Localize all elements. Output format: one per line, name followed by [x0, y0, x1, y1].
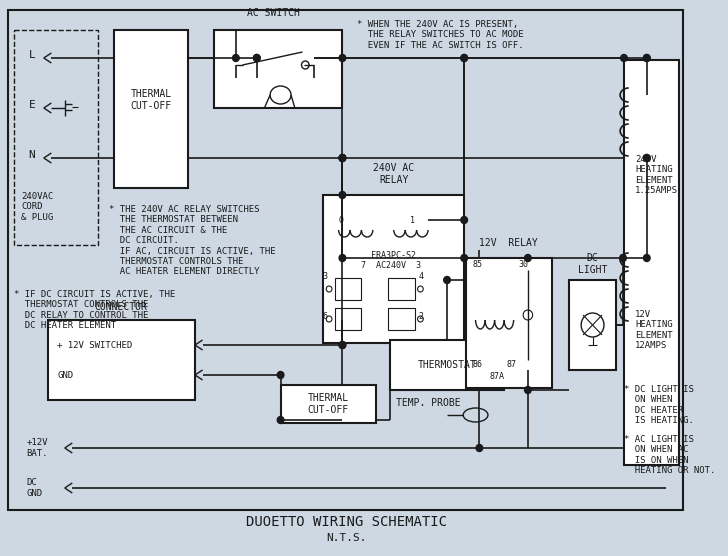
Text: 6: 6	[323, 312, 327, 321]
Circle shape	[339, 341, 346, 349]
Text: 86: 86	[472, 360, 483, 369]
Text: E: E	[28, 100, 35, 110]
Text: 3: 3	[323, 272, 327, 281]
Circle shape	[644, 255, 650, 261]
Text: * DC LIGHT IS
  ON WHEN
  DC HEATER
  IS HEATING.: * DC LIGHT IS ON WHEN DC HEATER IS HEATI…	[624, 385, 694, 425]
Text: DC
GND: DC GND	[27, 478, 43, 498]
Circle shape	[277, 416, 284, 424]
Bar	[7, 10, 683, 510]
Text: + 12V SWITCHED: + 12V SWITCHED	[57, 340, 132, 350]
Bar	[624, 60, 679, 465]
Bar	[323, 195, 464, 343]
Text: 87A: 87A	[490, 372, 505, 381]
Text: 240V
HEATING
ELEMENT
1.25AMPS: 240V HEATING ELEMENT 1.25AMPS	[636, 155, 678, 195]
Circle shape	[644, 54, 650, 62]
Circle shape	[277, 371, 284, 379]
Text: 0: 0	[338, 216, 343, 225]
Bar	[280, 385, 376, 423]
Circle shape	[461, 255, 467, 261]
Text: FRA3PC-S2: FRA3PC-S2	[371, 251, 416, 260]
Bar	[466, 258, 552, 388]
Text: 87: 87	[507, 360, 517, 369]
Text: 2: 2	[419, 312, 424, 321]
Bar	[390, 340, 504, 390]
Circle shape	[339, 54, 346, 62]
Text: 4: 4	[419, 272, 424, 281]
Text: * THE 240V AC RELAY SWITCHES
  THE THERMOSTAT BETWEEN
  THE AC CIRCUIT & THE
  D: * THE 240V AC RELAY SWITCHES THE THERMOS…	[109, 205, 276, 276]
Circle shape	[339, 155, 346, 161]
Text: DUOETTO WIRING SCHEMATIC: DUOETTO WIRING SCHEMATIC	[246, 515, 447, 529]
Text: L: L	[28, 50, 35, 60]
Bar	[388, 308, 415, 330]
Text: 7  AC240V  3: 7 AC240V 3	[361, 261, 422, 270]
Bar	[569, 280, 617, 370]
Circle shape	[253, 54, 260, 62]
Text: 1: 1	[411, 216, 415, 225]
Circle shape	[253, 54, 260, 62]
Bar	[114, 30, 189, 188]
Bar	[335, 308, 361, 330]
Circle shape	[339, 191, 346, 198]
Circle shape	[443, 276, 451, 284]
Text: THERMAL
CUT-OFF: THERMAL CUT-OFF	[130, 89, 172, 111]
Text: TEMP. PROBE: TEMP. PROBE	[396, 398, 460, 408]
Circle shape	[339, 155, 346, 161]
Circle shape	[461, 54, 467, 62]
Text: THERMAL
CUT-OFF: THERMAL CUT-OFF	[307, 393, 349, 415]
Bar	[335, 278, 361, 300]
Text: THERMOSTAT: THERMOSTAT	[418, 360, 476, 370]
Text: 85: 85	[472, 260, 483, 269]
Circle shape	[525, 386, 531, 394]
Text: 30: 30	[518, 260, 529, 269]
Text: +12V
BAT.: +12V BAT.	[27, 438, 48, 458]
Bar	[388, 278, 415, 300]
Circle shape	[339, 255, 346, 261]
Circle shape	[339, 341, 346, 349]
Circle shape	[644, 155, 650, 161]
Text: 12V
HEATING
ELEMENT
12AMPS: 12V HEATING ELEMENT 12AMPS	[636, 310, 673, 350]
Bar	[15, 30, 98, 245]
Text: CONNECTOR: CONNECTOR	[95, 302, 147, 312]
Text: 240VAC
CORD
& PLUG: 240VAC CORD & PLUG	[21, 192, 53, 222]
Circle shape	[644, 54, 650, 62]
Circle shape	[644, 155, 650, 161]
Text: AC SWITCH: AC SWITCH	[248, 8, 301, 18]
Text: N.T.S.: N.T.S.	[326, 533, 366, 543]
Circle shape	[461, 216, 467, 224]
Text: GND: GND	[57, 370, 74, 380]
Text: * AC LIGHT IS
  ON WHEN AC
  IS ON WHEN
  HEATING OR NOT.: * AC LIGHT IS ON WHEN AC IS ON WHEN HEAT…	[624, 435, 716, 475]
Text: N: N	[28, 150, 35, 160]
Circle shape	[525, 255, 531, 261]
Circle shape	[476, 444, 483, 451]
Text: 12V  RELAY: 12V RELAY	[480, 238, 538, 248]
Text: * IF DC CIRCUIT IS ACTIVE, THE
  THERMOSTAT CONTROLS THE
  DC RELAY TO CONTROL T: * IF DC CIRCUIT IS ACTIVE, THE THERMOSTA…	[15, 290, 175, 330]
Circle shape	[620, 255, 626, 261]
Bar	[214, 30, 342, 108]
Text: 240V AC
RELAY: 240V AC RELAY	[373, 163, 414, 185]
Text: DC
LIGHT: DC LIGHT	[578, 254, 607, 275]
Circle shape	[339, 155, 346, 161]
Text: * WHEN THE 240V AC IS PRESENT,
  THE RELAY SWITCHES TO AC MODE
  EVEN IF THE AC : * WHEN THE 240V AC IS PRESENT, THE RELAY…	[357, 20, 523, 50]
Bar	[47, 320, 195, 400]
Circle shape	[620, 54, 628, 62]
Circle shape	[232, 54, 240, 62]
Circle shape	[461, 54, 467, 62]
